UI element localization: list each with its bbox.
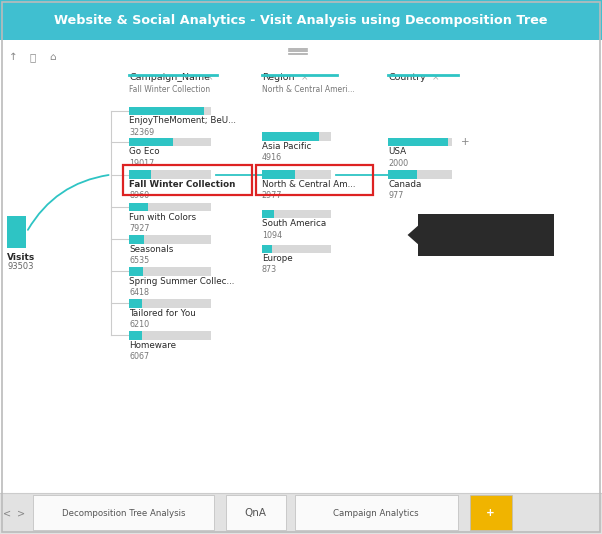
Text: 6067: 6067 [129,352,149,361]
FancyBboxPatch shape [262,210,275,218]
Text: Campaign_Name: Campaign_Name [129,73,211,82]
Text: Website & Social Analytics - Visit Analysis using Decomposition Tree: Website & Social Analytics - Visit Analy… [54,13,548,27]
FancyBboxPatch shape [129,138,173,146]
FancyBboxPatch shape [388,170,452,179]
Text: 6535: 6535 [129,256,150,265]
Text: EnjoyTheMoment; BeU...: EnjoyTheMoment; BeU... [129,116,237,125]
Text: Canada: Canada [499,221,543,231]
Text: <: < [3,509,11,519]
FancyBboxPatch shape [262,170,295,179]
Text: 873: 873 [262,265,277,274]
Text: Fall Winter Collection: Fall Winter Collection [129,85,211,95]
Text: 977: 977 [388,191,404,200]
FancyBboxPatch shape [33,495,214,530]
Text: 93503: 93503 [7,262,34,271]
Text: 6210: 6210 [129,320,149,329]
FancyBboxPatch shape [129,170,211,179]
Text: +: + [486,508,495,519]
FancyBboxPatch shape [129,299,143,308]
FancyBboxPatch shape [0,0,602,40]
Text: QnA: QnA [245,508,267,519]
Text: Fall Winter Collection: Fall Winter Collection [129,180,236,189]
Text: Region: Region [262,73,294,82]
Text: ↑: ↑ [9,52,17,62]
Text: North & Central Ameri...: North & Central Ameri... [262,85,355,95]
FancyBboxPatch shape [7,216,26,248]
Text: ×: × [206,73,213,82]
FancyBboxPatch shape [129,331,141,340]
Text: Fun with Colors: Fun with Colors [129,213,197,222]
Text: ⌂: ⌂ [49,52,57,62]
FancyBboxPatch shape [129,235,211,244]
FancyBboxPatch shape [0,493,602,534]
Text: 6418: 6418 [129,288,149,297]
Text: Seasonals: Seasonals [129,245,174,254]
FancyBboxPatch shape [388,138,448,146]
FancyBboxPatch shape [129,267,143,276]
Text: Asia Pacific: Asia Pacific [262,142,311,151]
FancyBboxPatch shape [129,203,211,211]
FancyBboxPatch shape [262,245,272,253]
Text: >: > [17,509,25,519]
Text: ×: × [300,73,308,82]
FancyBboxPatch shape [226,495,286,530]
FancyBboxPatch shape [129,138,211,146]
Text: North & Central Am...: North & Central Am... [262,180,355,189]
FancyBboxPatch shape [262,245,331,253]
Text: 7927: 7927 [129,224,150,233]
FancyBboxPatch shape [129,170,150,179]
FancyBboxPatch shape [129,107,211,115]
Text: Country: Country [429,221,468,231]
Text: Visits: Visits [429,238,455,248]
Polygon shape [408,225,418,245]
Text: Decomposition Tree Analysis: Decomposition Tree Analysis [61,509,185,518]
FancyBboxPatch shape [129,299,211,308]
Text: ×: × [432,73,439,82]
Text: ⏸: ⏸ [30,52,36,62]
FancyBboxPatch shape [388,138,452,146]
Text: 977: 977 [521,238,543,248]
Text: 2977: 2977 [262,191,282,200]
Text: Visits: Visits [7,253,36,262]
Text: 4916: 4916 [262,153,282,162]
Text: 8960: 8960 [129,191,149,200]
FancyBboxPatch shape [388,170,417,179]
FancyBboxPatch shape [129,267,211,276]
Text: Country: Country [388,73,426,82]
FancyBboxPatch shape [262,170,331,179]
FancyBboxPatch shape [418,214,554,256]
FancyBboxPatch shape [129,203,148,211]
Text: 32369: 32369 [129,128,155,137]
Text: 2000: 2000 [388,159,408,168]
Text: 19017: 19017 [129,159,155,168]
FancyBboxPatch shape [262,132,318,141]
Text: +: + [461,137,469,147]
Text: Homeware: Homeware [129,341,176,350]
FancyBboxPatch shape [129,235,144,244]
Text: Tailored for You: Tailored for You [129,309,196,318]
FancyBboxPatch shape [295,495,458,530]
Text: Go Eco: Go Eco [129,147,160,156]
FancyBboxPatch shape [262,210,331,218]
FancyBboxPatch shape [262,132,331,141]
FancyBboxPatch shape [129,331,211,340]
Text: 1094: 1094 [262,231,282,240]
Text: South America: South America [262,219,326,229]
FancyBboxPatch shape [129,107,204,115]
Text: Spring Summer Collec...: Spring Summer Collec... [129,277,235,286]
Text: Canada: Canada [388,180,421,189]
Text: USA: USA [388,147,406,156]
Text: Campaign Analytics: Campaign Analytics [334,509,419,518]
FancyBboxPatch shape [470,495,512,530]
Text: Europe: Europe [262,254,293,263]
